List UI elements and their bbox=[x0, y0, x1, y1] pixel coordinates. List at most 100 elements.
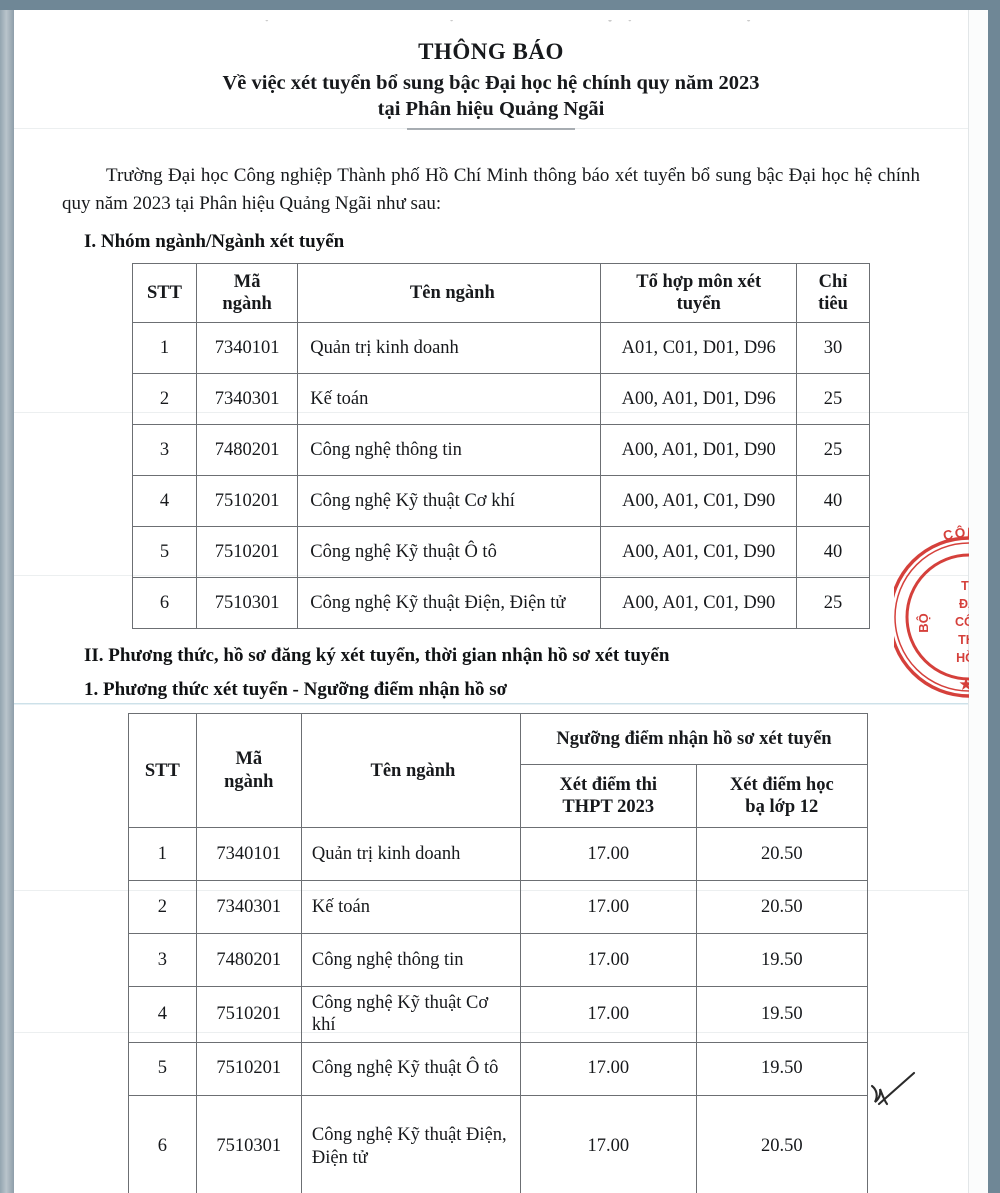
cell-stt: 4 bbox=[132, 475, 197, 528]
col-header-ma-nganh-line1: Mã bbox=[235, 749, 263, 770]
cell-diem-thpt: 17.00 bbox=[519, 1094, 697, 1193]
table-header-row-sub: Xét điểm thi THPT 2023 Xét điểm học bạ l… bbox=[129, 764, 869, 829]
col-header-ma-nganh: Mã ngành bbox=[195, 713, 302, 829]
table-nguong-diem-head: STT Mã ngành Tên ngành Ngưỡng điểm nhận … bbox=[128, 713, 869, 829]
cell-ma-nganh: 7340101 bbox=[195, 322, 299, 375]
scan-artifact-line bbox=[14, 703, 968, 704]
table-row: 2 7340301 Kế toán 17.00 20.50 bbox=[128, 880, 869, 935]
cell-to-hop-mon: A01, C01, D01, D96 bbox=[600, 322, 797, 375]
cell-ten-nganh: Công nghệ Kỹ thuật Ô tô bbox=[300, 1041, 521, 1096]
cell-diem-thpt: 17.00 bbox=[519, 880, 697, 935]
cell-to-hop-mon: A00, A01, C01, D90 bbox=[600, 577, 797, 630]
cell-stt: 2 bbox=[132, 373, 197, 426]
cell-stt: 2 bbox=[128, 880, 197, 935]
title-subtitle-line-1: Về việc xét tuyển bổ sung bậc Đại học hệ… bbox=[222, 71, 760, 94]
col-header-ten-nganh: Tên ngành bbox=[297, 263, 602, 324]
col-header-hocba-line2: bạ lớp 12 bbox=[745, 797, 819, 818]
cell-chi-tieu: 25 bbox=[796, 424, 870, 477]
table-nhom-nganh-head: STT Mã ngành Tên ngành Tổ hợp môn xét tu… bbox=[132, 263, 870, 324]
page-left-gutter bbox=[0, 10, 14, 1193]
col-header-xet-diem-hoc-ba: Xét điểm học bạ lớp 12 bbox=[695, 764, 869, 829]
col-header-stt-label: STT bbox=[144, 760, 180, 781]
viewer-right-backdrop bbox=[988, 0, 1000, 1193]
cell-ma-nganh: 7510201 bbox=[195, 1041, 302, 1096]
table-row: 6 7510301 Công nghệ Kỹ thuật Điện, Điện tử… bbox=[128, 1094, 869, 1193]
cell-chi-tieu: 40 bbox=[796, 475, 870, 528]
cell-stt: 5 bbox=[132, 526, 197, 579]
table-row: 2 7340301 Kế toán A00, A01, D01, D96 25 bbox=[132, 373, 870, 426]
cell-chi-tieu: 25 bbox=[796, 373, 870, 426]
col-header-ma-nganh: Mã ngành bbox=[195, 263, 299, 324]
cell-diem-hoc-ba: 19.50 bbox=[695, 1041, 869, 1096]
cell-ma-nganh: 7510201 bbox=[195, 526, 299, 579]
cell-ten-nganh: Công nghệ Kỹ thuật Điện, Điện tử bbox=[297, 577, 602, 630]
cell-ma-nganh: 7510201 bbox=[195, 986, 302, 1043]
cell-ten-nganh: Công nghệ Kỹ thuật Cơ khí bbox=[297, 475, 602, 528]
col-header-stt: STT bbox=[132, 263, 197, 324]
cell-chi-tieu: 40 bbox=[796, 526, 870, 579]
cell-diem-thpt: 17.00 bbox=[519, 827, 697, 882]
cell-ma-nganh: 7510301 bbox=[195, 577, 299, 630]
col-header-nguong-diem-group: Ngưỡng điểm nhận hồ sơ xét tuyển bbox=[519, 713, 869, 766]
cell-ma-nganh: 7340301 bbox=[195, 880, 302, 935]
cell-stt: 3 bbox=[132, 424, 197, 477]
page-right-edge bbox=[968, 10, 990, 1193]
cell-diem-hoc-ba: 19.50 bbox=[695, 933, 869, 988]
cell-stt: 5 bbox=[128, 1041, 197, 1096]
title-underline bbox=[407, 128, 575, 131]
col-header-xet-diem-thi-thpt: Xét điểm thi THPT 2023 bbox=[519, 764, 697, 829]
cell-ma-nganh: 7510201 bbox=[195, 475, 299, 528]
cell-ma-nganh: 7480201 bbox=[195, 424, 299, 477]
cell-ten-nganh: Kế toán bbox=[300, 880, 521, 935]
cell-ma-nganh: 7340301 bbox=[195, 373, 299, 426]
cell-to-hop-mon: A00, A01, C01, D90 bbox=[600, 475, 797, 528]
cell-diem-thpt: 17.00 bbox=[519, 986, 697, 1043]
col-header-hocba-line1: Xét điểm học bbox=[729, 774, 834, 795]
cell-stt: 6 bbox=[128, 1094, 197, 1193]
cell-ten-nganh: Công nghệ Kỹ thuật Điện, Điện tử bbox=[300, 1094, 521, 1193]
section-heading-2: II. Phương thức, hồ sơ đăng ký xét tuyển… bbox=[84, 645, 670, 667]
cell-chi-tieu: 25 bbox=[796, 577, 870, 630]
cell-to-hop-mon: A00, A01, D01, D96 bbox=[600, 373, 797, 426]
table-nguong-diem: STT Mã ngành Tên ngành Ngưỡng điểm nhận … bbox=[128, 713, 869, 1193]
scan-artifact-line bbox=[14, 704, 968, 705]
table-nhom-nganh-body: 1 7340101 Quản trị kinh doanh A01, C01, D01… bbox=[132, 322, 870, 630]
cell-stt: 1 bbox=[128, 827, 197, 882]
cell-diem-hoc-ba: 20.50 bbox=[695, 880, 869, 935]
section-heading-1: I. Nhóm ngành/Ngành xét tuyển bbox=[84, 231, 345, 253]
table-row: 5 7510201 Công nghệ Kỹ thuật Ô tô 17.00 19.5… bbox=[128, 1041, 869, 1096]
table-row: 3 7480201 Công nghệ thông tin A00, A01, D01… bbox=[132, 424, 870, 477]
col-header-chi-tieu-line2: tiêu bbox=[818, 294, 848, 315]
table-row: 4 7510201 Công nghệ Kỹ thuật Cơ khí 17.00 19… bbox=[128, 986, 869, 1043]
cell-ten-nganh: Kế toán bbox=[297, 373, 602, 426]
page-title: THÔNG BÁO bbox=[418, 39, 564, 64]
col-header-ma-nganh-line2: ngành bbox=[222, 294, 272, 315]
cell-ma-nganh: 7480201 bbox=[195, 933, 302, 988]
col-header-thpt-line2: THPT 2023 bbox=[562, 797, 655, 818]
table-row: 4 7510201 Công nghệ Kỹ thuật Cơ khí A00, A0… bbox=[132, 475, 870, 528]
cell-ten-nganh: Quản trị kinh doanh bbox=[297, 322, 602, 375]
col-header-thpt-line1: Xét điểm thi bbox=[559, 774, 658, 795]
cell-ten-nganh: Công nghệ thông tin bbox=[300, 933, 521, 988]
document-title-block: THÔNG BÁO Về việc xét tuyển bổ sung bậc … bbox=[14, 38, 968, 131]
cell-to-hop-mon: A00, A01, C01, D90 bbox=[600, 526, 797, 579]
cell-ten-nganh: Công nghệ Kỹ thuật Cơ khí bbox=[300, 986, 521, 1043]
col-header-ma-nganh-line1: Mã bbox=[233, 271, 261, 292]
col-header-ma-nganh-line2: ngành bbox=[224, 771, 274, 792]
cell-chi-tieu: 30 bbox=[796, 322, 870, 375]
document-content: THÔNG BÁO Về việc xét tuyển bổ sung bậc … bbox=[14, 10, 968, 1193]
col-header-to-hop-line2: tuyển bbox=[676, 294, 721, 315]
col-header-to-hop-line1: Tổ hợp môn xét bbox=[636, 271, 762, 292]
col-header-chi-tieu-line1: Chỉ bbox=[818, 271, 848, 292]
table-nguong-diem-body: 1 7340101 Quản trị kinh doanh 17.00 20.50 2 73… bbox=[128, 827, 869, 1193]
cell-stt: 6 bbox=[132, 577, 197, 630]
cell-ten-nganh: Quản trị kinh doanh bbox=[300, 827, 521, 882]
cell-diem-hoc-ba: 20.50 bbox=[695, 1094, 869, 1193]
col-header-stt: STT bbox=[128, 713, 197, 829]
table-nhom-nganh: STT Mã ngành Tên ngành Tổ hợp môn xét tu… bbox=[132, 263, 870, 630]
title-subtitle-line-2: tại Phân hiệu Quảng Ngãi bbox=[377, 98, 605, 121]
cell-diem-thpt: 17.00 bbox=[519, 933, 697, 988]
col-header-to-hop-mon: Tổ hợp môn xét tuyển bbox=[600, 263, 797, 324]
cell-stt: 1 bbox=[132, 322, 197, 375]
section-heading-2-sub: 1. Phương thức xét tuyển - Ngưỡng điểm n… bbox=[84, 679, 508, 701]
